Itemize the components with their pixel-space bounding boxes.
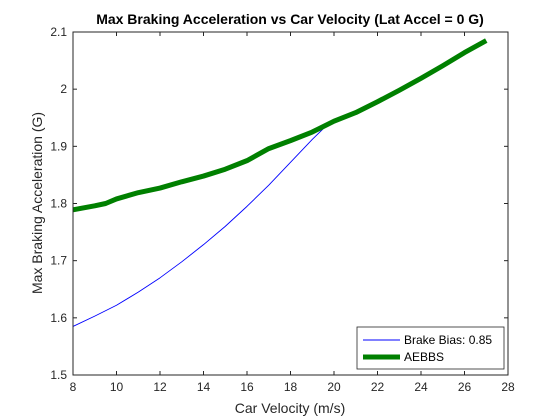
legend-label-aebbs: AEBBS <box>404 350 444 364</box>
x-tick-label: 22 <box>371 380 385 394</box>
y-tick-label: 1.9 <box>50 139 67 153</box>
x-tick-label: 8 <box>70 380 77 394</box>
series-line-aebbs <box>72 38 488 213</box>
y-tick-label: 2.1 <box>50 25 67 39</box>
y-tick-label: 2 <box>60 82 67 96</box>
y-ticks: 1.5 1.6 1.7 1.8 1.9 2 2.1 <box>50 25 508 382</box>
legend-box <box>356 326 505 370</box>
x-tick-label: 10 <box>110 380 124 394</box>
y-tick-label: 1.8 <box>50 197 67 211</box>
x-tick-label: 14 <box>197 380 211 394</box>
x-tick-label: 28 <box>501 380 515 394</box>
y-tick-label: 1.5 <box>50 368 67 382</box>
legend-label-brake-bias: Brake Bias: 0.85 <box>404 333 492 347</box>
y-axis-label: Max Braking Acceleration (G) <box>29 112 45 294</box>
series-line-brake-bias <box>72 124 328 327</box>
plot-area <box>73 32 508 375</box>
x-axis-label: Car Velocity (m/s) <box>235 400 345 416</box>
y-tick-label: 1.7 <box>50 254 67 268</box>
chart-title: Max Braking Acceleration vs Car Velocity… <box>96 11 484 27</box>
x-tick-label: 16 <box>240 380 254 394</box>
x-tick-label: 12 <box>153 380 167 394</box>
series-layer <box>72 38 488 327</box>
legend: Brake Bias: 0.85 AEBBS <box>356 326 505 370</box>
x-ticks: 8 10 12 14 16 18 20 22 24 26 28 <box>70 32 515 394</box>
x-tick-label: 26 <box>458 380 472 394</box>
x-tick-label: 18 <box>284 380 298 394</box>
y-tick-label: 1.6 <box>50 311 67 325</box>
x-tick-label: 20 <box>327 380 341 394</box>
x-tick-label: 24 <box>414 380 428 394</box>
